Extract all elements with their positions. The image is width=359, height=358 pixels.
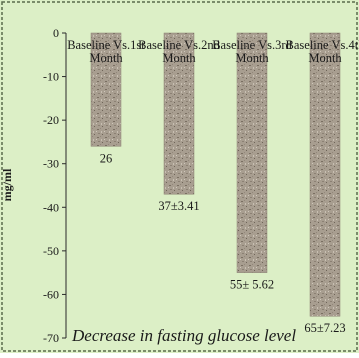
y-tick-label: -60 [43, 287, 59, 301]
category-label: Month [89, 51, 123, 65]
value-label: 55± 5.62 [230, 278, 274, 292]
category-label: Month [162, 51, 196, 65]
y-axis-label-group: mg/ml [0, 168, 14, 201]
y-tick-label: -30 [43, 157, 59, 171]
category-label: Baseline Vs.2nd [138, 38, 220, 52]
outer-frame [1, 1, 358, 352]
value-label: 26 [100, 151, 113, 165]
y-tick-label: 0 [53, 26, 59, 40]
value-labels: 26 37±3.41 55± 5.62 65±7.23 [100, 151, 346, 335]
value-label: 65±7.23 [304, 321, 345, 335]
bars [90, 32, 341, 317]
y-tick-label: -10 [43, 70, 59, 84]
category-label: Baseline Vs.3rd [212, 38, 292, 52]
y-tick-label: -70 [43, 331, 59, 345]
bar [163, 32, 195, 195]
category-label: Month [308, 51, 342, 65]
y-tick-label: -20 [43, 113, 59, 127]
category-label: Baseline Vs.4th [286, 38, 359, 52]
category-label: Month [235, 51, 269, 65]
y-tick-label: -40 [43, 200, 59, 214]
bar [309, 32, 341, 317]
value-label: 37±3.41 [158, 199, 199, 213]
bar [236, 32, 268, 273]
category-label: Baseline Vs.1st [67, 38, 145, 52]
y-axis: 0 -10 -20 -30 -40 -50 -60 -70 [43, 26, 67, 345]
y-tick-label: -50 [43, 244, 59, 258]
bar [90, 32, 122, 147]
y-axis-label: mg/ml [0, 168, 14, 201]
chart-annotation: Decrease in fasting glucose level [71, 326, 296, 345]
